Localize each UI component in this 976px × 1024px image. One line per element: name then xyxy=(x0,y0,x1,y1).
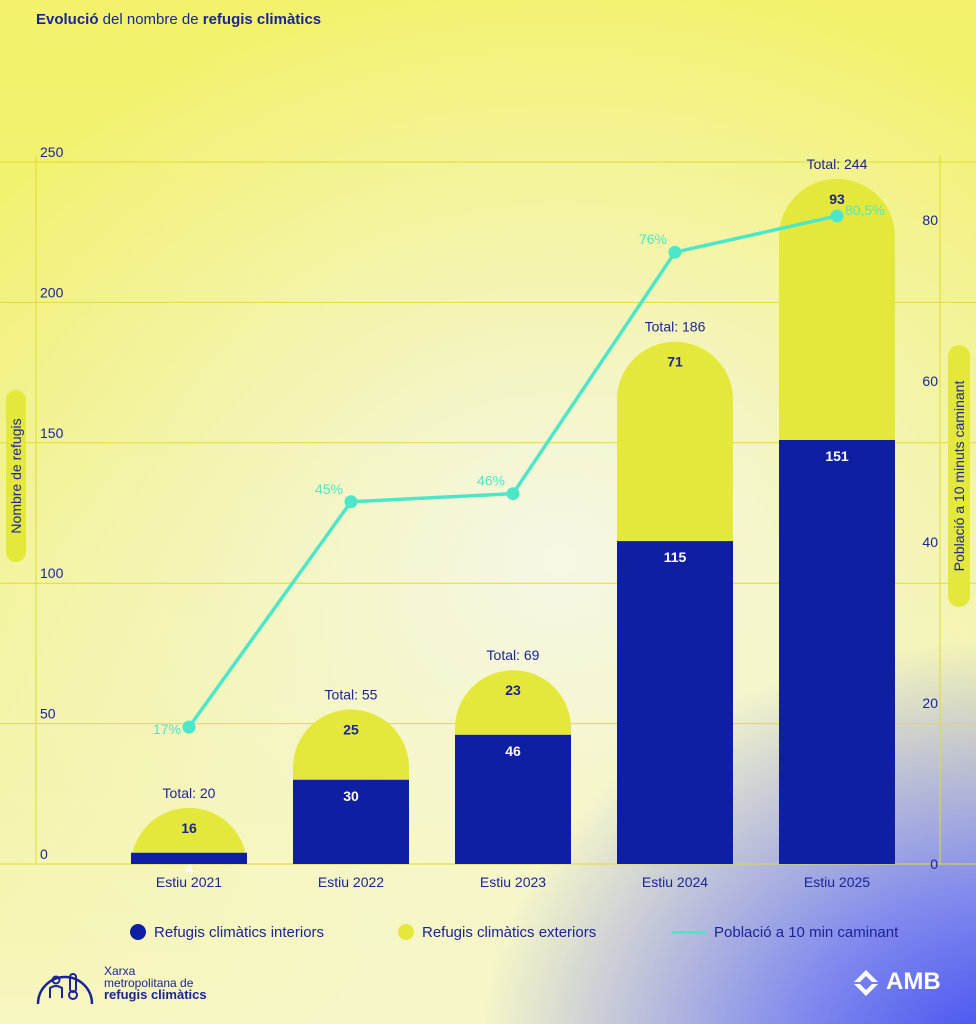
line-point-1 xyxy=(344,495,358,509)
legend-label-interiors: Refugis climàtics interiors xyxy=(154,923,325,941)
line-point-3 xyxy=(668,245,682,259)
bar-exteriors-0 xyxy=(131,807,247,866)
line-label-1: 45% xyxy=(315,481,343,497)
label-total-3: Total: 186 xyxy=(645,319,706,335)
title-bold-2: refugis climàtics xyxy=(202,11,322,28)
label-interiors-4: 151 xyxy=(825,448,849,464)
label-exteriors-3: 71 xyxy=(667,354,683,370)
bar-interiors-1 xyxy=(293,779,409,864)
category-label-4: Estiu 2025 xyxy=(804,874,870,890)
line-label-3: 76% xyxy=(639,231,667,247)
right-tick-4: 80 xyxy=(922,212,938,228)
right-tick-0: 0 xyxy=(930,856,938,872)
right-axis-title: Població a 10 minuts caminant xyxy=(951,381,967,572)
left-axis-title: Nombre de refugis xyxy=(8,418,24,533)
line-point-2 xyxy=(506,487,520,501)
label-total-0: Total: 20 xyxy=(163,785,216,801)
label-interiors-1: 30 xyxy=(343,788,359,804)
xarxa-line3: refugis climàtics xyxy=(104,987,207,1002)
legend-label-line: Població a 10 min caminant xyxy=(714,923,899,941)
label-interiors-3: 115 xyxy=(664,549,687,565)
amb-logo-text: AMB xyxy=(886,968,941,995)
category-label-1: Estiu 2022 xyxy=(318,874,384,890)
bar-line-chart: 0 50 100 150 200 250 0 20 40 60 80 Nombre de refugi… xyxy=(0,144,976,890)
legend-label-exteriors: Refugis climàtics exteriors xyxy=(422,923,597,941)
left-tick-4: 200 xyxy=(40,284,64,300)
legend-exteriors: Refugis climàtics exteriors xyxy=(398,921,596,943)
left-tick-5: 250 xyxy=(40,144,64,160)
line-point-4 xyxy=(830,209,844,223)
label-interiors-2: 46 xyxy=(505,743,521,759)
title-regular: del nombre de xyxy=(98,11,203,28)
right-tick-3: 60 xyxy=(922,373,938,389)
bar-interiors-2 xyxy=(455,734,571,864)
label-exteriors-1: 25 xyxy=(343,722,359,738)
xarxa-line1: Xarxa xyxy=(104,964,136,978)
category-label-0: Estiu 2021 xyxy=(156,874,222,890)
line-label-0: 17% xyxy=(153,721,181,737)
xarxa-line2: metropolitana de xyxy=(104,976,194,990)
amb-logo: AMB xyxy=(852,968,941,996)
left-tick-1: 50 xyxy=(40,706,56,722)
label-exteriors-0: 16 xyxy=(181,820,197,836)
right-axis-title-pill xyxy=(948,345,970,607)
legend-swatch-exteriors xyxy=(398,924,414,940)
bar-exteriors-1 xyxy=(293,709,409,780)
title-bold-1: Evolució xyxy=(36,11,99,28)
label-interiors-0: 4 xyxy=(185,861,193,877)
label-total-4: Total: 244 xyxy=(807,156,868,172)
amb-logo-icon xyxy=(854,970,878,996)
bar-exteriors-3 xyxy=(617,341,733,542)
label-exteriors-4: 93 xyxy=(829,191,845,207)
line-label-4: 80,5% xyxy=(845,202,885,218)
category-label-2: Estiu 2023 xyxy=(480,874,546,890)
right-tick-2: 40 xyxy=(922,534,938,550)
legend-line: Població a 10 min caminant xyxy=(672,921,898,943)
legend-interiors: Refugis climàtics interiors xyxy=(130,921,324,943)
label-exteriors-2: 23 xyxy=(505,682,521,698)
bar-exteriors-2 xyxy=(455,670,571,735)
right-tick-1: 20 xyxy=(922,695,938,711)
legend-swatch-line xyxy=(672,930,706,934)
left-tick-3: 150 xyxy=(40,425,64,441)
refugi-icon xyxy=(36,973,94,1005)
label-total-2: Total: 69 xyxy=(487,647,540,663)
bar-interiors-3 xyxy=(617,541,733,864)
chart-title: Evolució del nombre de refugis climàtics xyxy=(36,11,321,28)
label-total-1: Total: 55 xyxy=(325,687,378,703)
xarxa-logo: Xarxa metropolitana de refugis climàtics xyxy=(34,960,207,1006)
bar-interiors-0 xyxy=(131,852,247,864)
xarxa-logo-text: Xarxa metropolitana de refugis climàtics xyxy=(104,965,207,1001)
line-label-2: 46% xyxy=(477,473,505,489)
bar-interiors-4 xyxy=(779,439,895,864)
category-label-3: Estiu 2024 xyxy=(642,874,708,890)
bar-exteriors-4 xyxy=(779,178,895,440)
legend-swatch-interiors xyxy=(130,924,146,940)
left-tick-0: 0 xyxy=(40,846,48,862)
line-point-0 xyxy=(182,720,196,734)
left-axis-title-pill xyxy=(6,390,26,562)
left-tick-2: 100 xyxy=(40,565,64,581)
